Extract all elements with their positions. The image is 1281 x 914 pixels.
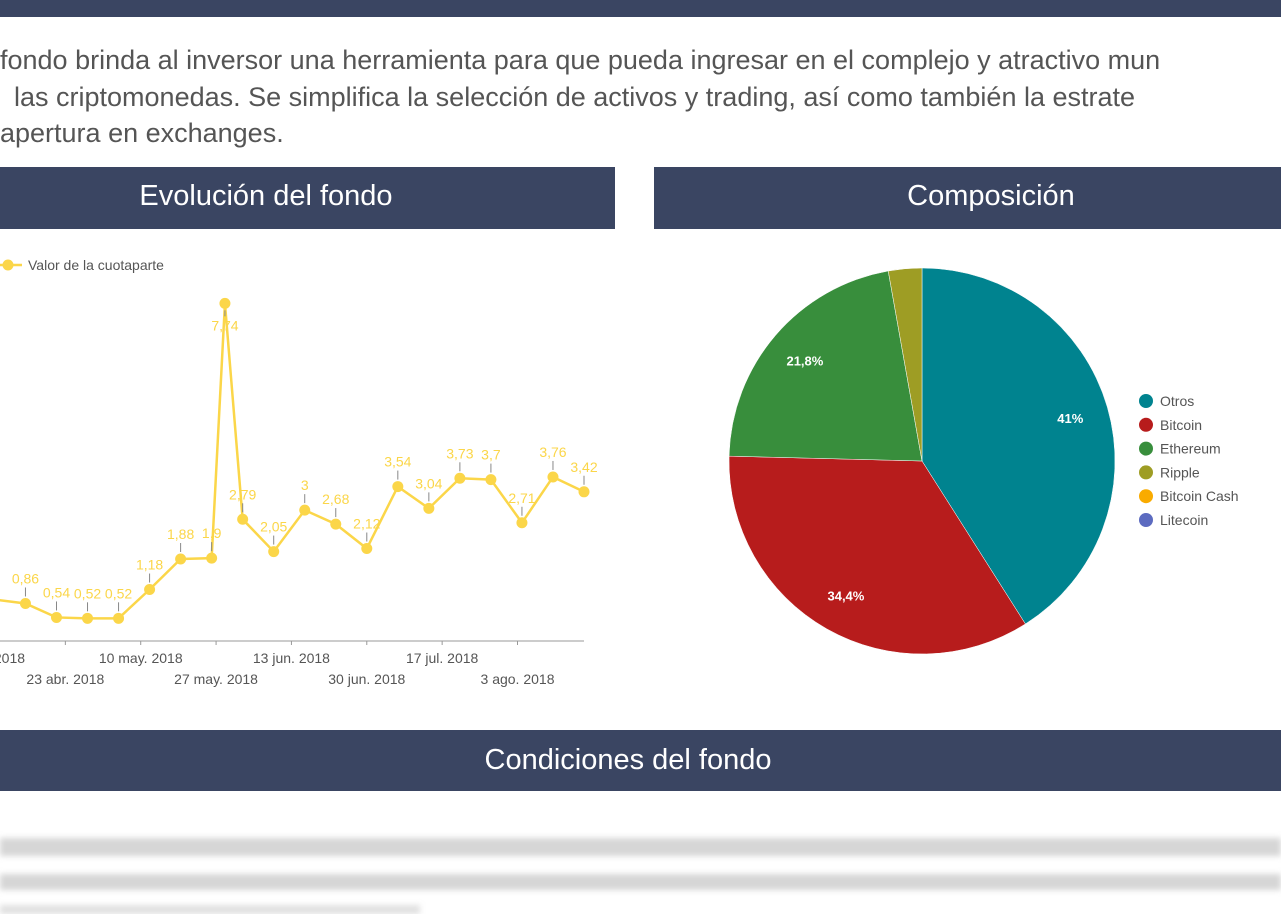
data-label: 0,54: [43, 584, 70, 600]
legend-label: Valor de la cuotaparte: [28, 257, 164, 273]
data-label: 2,05: [260, 519, 287, 535]
data-label: 1,18: [136, 557, 163, 573]
legend-marker: [1139, 465, 1153, 480]
point: [237, 513, 249, 525]
legend-marker: [1139, 417, 1153, 432]
data-label: 2,12: [353, 516, 380, 532]
point: [175, 553, 187, 565]
point: [219, 297, 231, 309]
point: [50, 611, 62, 623]
data-label: 3,54: [384, 454, 411, 470]
slice-label: 34,4%: [827, 588, 864, 603]
point: [547, 471, 559, 483]
legend-label: Ripple: [1160, 464, 1200, 480]
data-label: 1,9: [202, 525, 222, 541]
data-label: 3,76: [539, 444, 566, 460]
point: [454, 472, 466, 484]
data-label: 3,73: [446, 445, 473, 461]
section-title: Condiciones del fondo: [485, 744, 772, 776]
point: [516, 517, 528, 529]
x-tick-label: 17 jul. 2018: [406, 650, 479, 666]
data-label: 0,86: [12, 570, 39, 586]
section-header: [0, 730, 1281, 791]
point: [299, 504, 311, 516]
section-title: Evolución del fondo: [139, 180, 392, 212]
section-header: [654, 167, 1281, 229]
point: [392, 481, 404, 493]
point: [268, 546, 280, 558]
data-label: 2,68: [322, 491, 349, 507]
x-tick-label: 6 abr. 2018: [0, 650, 25, 666]
point: [423, 502, 435, 514]
pie-slice: [921, 267, 1116, 625]
point: [144, 584, 156, 596]
blurred-text: [0, 838, 1281, 914]
legend-marker: [1139, 513, 1153, 527]
slice-label: 41%: [1057, 411, 1083, 426]
data-label: 7,74: [211, 317, 238, 333]
x-tick-label: 3 ago. 2018: [481, 671, 555, 687]
section-header: [0, 167, 615, 229]
legend-marker: [2, 259, 14, 271]
point: [113, 612, 125, 624]
data-label: 3,42: [570, 459, 597, 475]
legend-label: Bitcoin Cash: [1160, 488, 1239, 504]
point: [361, 543, 373, 555]
data-label: 3,04: [415, 475, 442, 491]
top-bar: [0, 0, 1281, 17]
legend-label: Otros: [1160, 393, 1194, 409]
intro-line: las criptomonedas. Se simplifica la sele…: [14, 82, 1135, 112]
section-title: Composición: [907, 180, 1075, 212]
point: [578, 486, 590, 498]
x-tick-label: 10 may. 2018: [99, 650, 183, 666]
point: [206, 552, 218, 564]
data-label: 2,71: [508, 490, 535, 506]
intro-line: apertura en exchanges.: [0, 118, 284, 148]
slice-label: 21,8%: [786, 353, 823, 368]
point: [485, 474, 497, 486]
legend-marker: [1139, 394, 1153, 408]
x-tick-label: 30 jun. 2018: [328, 671, 405, 687]
data-label: 2,79: [229, 486, 256, 502]
pie-slice: [728, 270, 923, 462]
point: [82, 612, 94, 624]
legend-label: Litecoin: [1160, 512, 1208, 528]
point: [19, 597, 31, 609]
legend-label: Bitcoin: [1160, 417, 1202, 433]
pie-slice: [728, 455, 1026, 655]
legend-label: Ethereum: [1160, 441, 1221, 457]
data-label: 0,52: [74, 585, 101, 601]
x-tick-label: 13 jun. 2018: [253, 650, 330, 666]
data-label: 3: [301, 477, 309, 493]
data-label: 1,88: [167, 526, 194, 542]
pie-slice: [887, 267, 923, 462]
point: [330, 518, 342, 530]
data-label: 0,52: [105, 585, 132, 601]
intro-line: fondo brinda al inversor una herramienta…: [0, 45, 1160, 75]
legend-marker: [1139, 489, 1153, 504]
data-label: 3,7: [481, 447, 501, 463]
legend-marker: [1139, 441, 1153, 456]
x-tick-label: 23 abr. 2018: [26, 671, 104, 687]
x-tick-label: 27 may. 2018: [174, 671, 258, 687]
